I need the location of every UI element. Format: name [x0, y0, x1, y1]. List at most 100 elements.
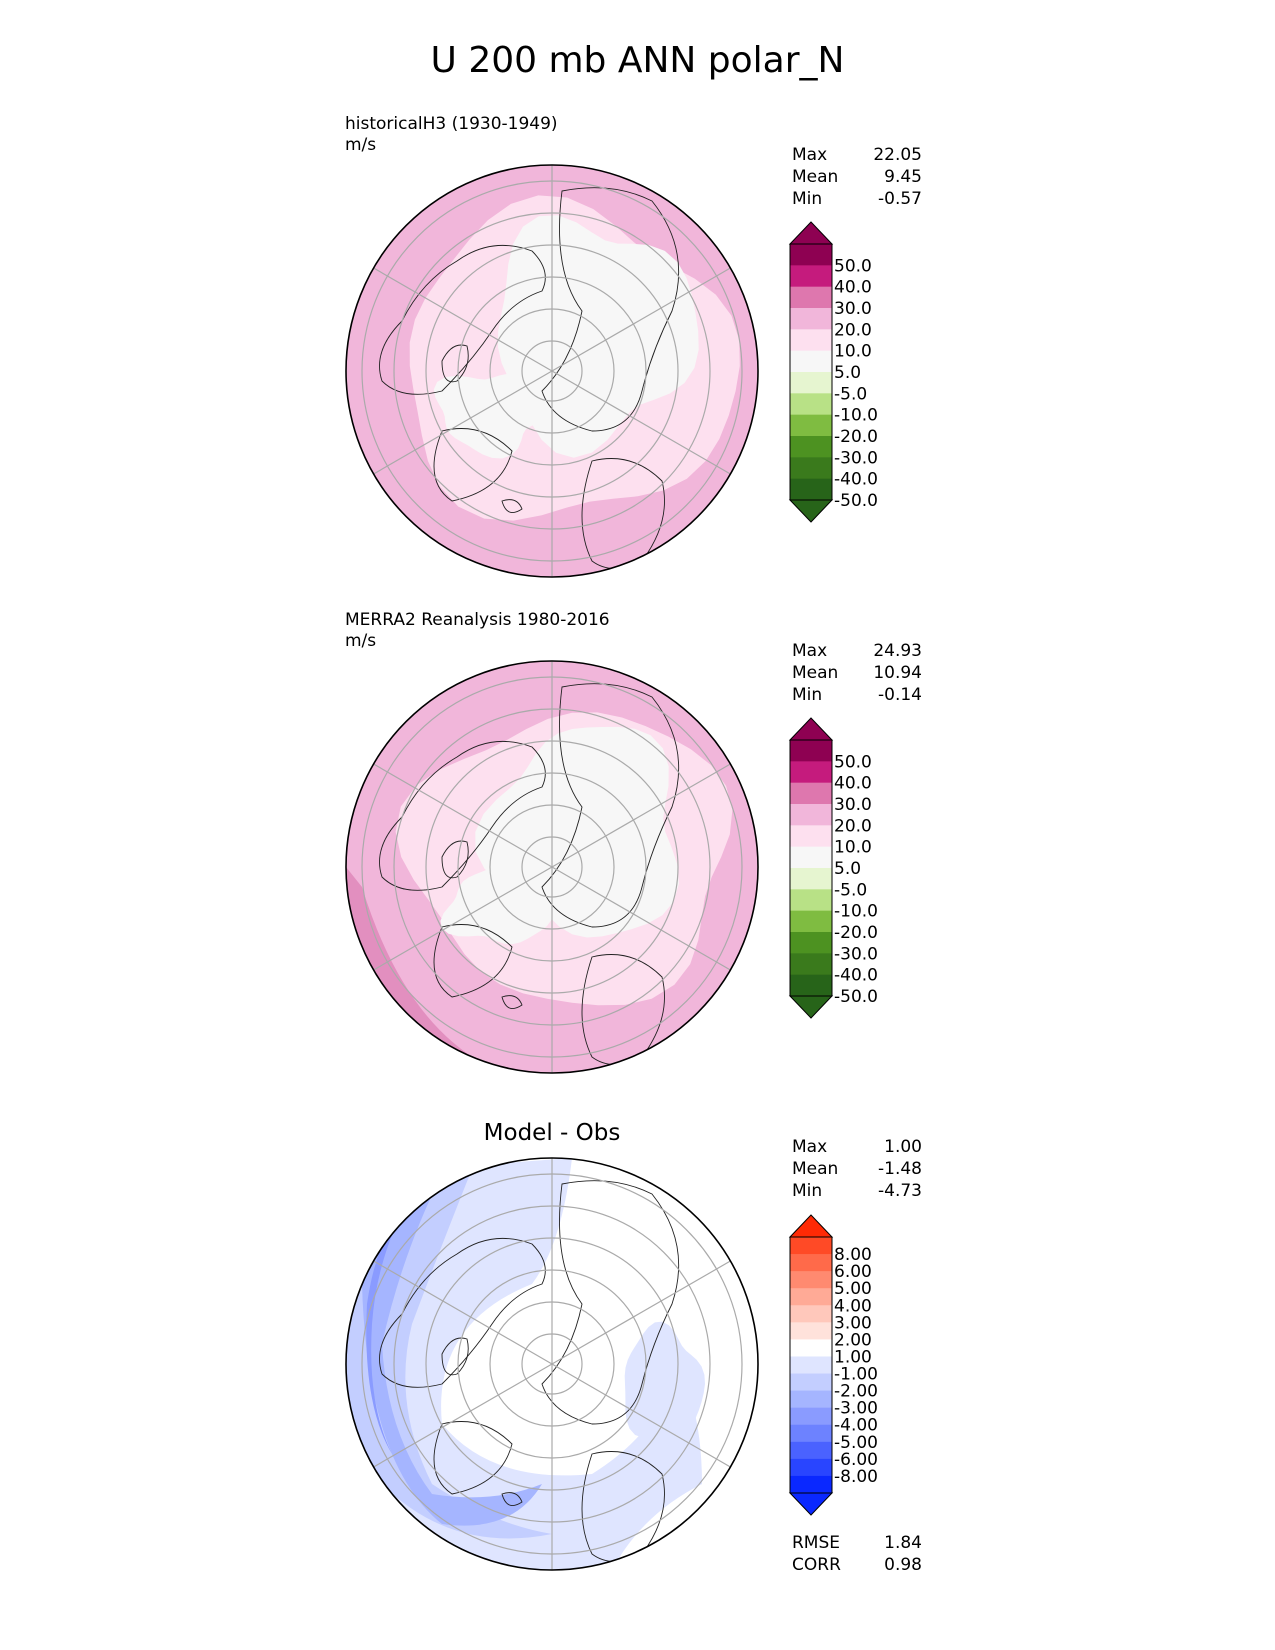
colorbar-segment [790, 265, 832, 288]
colorbar-over-arrow [788, 717, 834, 741]
colorbar-frame [789, 1236, 833, 1494]
map-field [346, 1158, 758, 1570]
colorbar-frame [789, 739, 833, 997]
stat-value: 24.93 [873, 641, 922, 661]
colorbar-tick-label: -40.0 [834, 470, 878, 490]
meridian-line [551, 1260, 731, 1365]
stat-name: Max [792, 641, 828, 661]
panel-3-polar-map [345, 1157, 759, 1571]
map-boundary [345, 660, 759, 1074]
colorbar-tick-label: -20.0 [834, 923, 878, 943]
stat-value: -0.14 [878, 685, 922, 705]
meridian-line [373, 763, 553, 868]
coastline [501, 1492, 523, 1507]
colorbar-tick-label: 40.0 [834, 278, 872, 298]
colorbar-segment [790, 308, 832, 330]
colorbar-segment [790, 1254, 832, 1272]
colorbar-tick-label: 4.00 [834, 1296, 872, 1316]
colorbar-tick-label: -5.0 [834, 880, 867, 900]
colorbar-tick-label: -8.00 [834, 1467, 878, 1487]
colorbar-segment [790, 1237, 832, 1255]
colorbar-segment [790, 1424, 832, 1443]
coastline [433, 924, 513, 998]
colorbar-tick-label: 5.0 [834, 363, 861, 383]
colorbar-segment [790, 974, 832, 997]
colorbar-segment [790, 804, 832, 826]
colorbar-segment [790, 414, 832, 437]
colorbar-segment [790, 846, 832, 869]
panel-1-polar-map [345, 164, 759, 578]
colorbar-tick-label: 10.0 [834, 342, 872, 362]
colorbar-under-arrow [788, 995, 834, 1019]
colorbar-segment [790, 1475, 832, 1494]
stat-name: Mean [792, 1159, 839, 1179]
meridian-line [551, 866, 731, 971]
coastline [441, 1337, 469, 1376]
coastline [501, 995, 523, 1010]
stat-value: 10.94 [873, 663, 922, 683]
stat-name: Mean [792, 663, 839, 683]
colorbar-segment [790, 740, 832, 762]
field-contour-region [362, 1174, 542, 1526]
colorbar-tick-label: -6.00 [834, 1450, 878, 1470]
colorbar-segment [790, 868, 832, 890]
stat-name: Max [792, 145, 828, 165]
colorbar-frame [789, 243, 833, 501]
panel-2-label: MERRA2 Reanalysis 1980-2016 m/s [345, 610, 610, 652]
colorbar-segment [790, 478, 832, 501]
colorbar-segment [790, 1322, 832, 1340]
colorbar-tick-label: 3.00 [834, 1313, 872, 1333]
colorbar-segment [790, 1458, 832, 1477]
coastline [433, 428, 513, 502]
coastline [541, 683, 680, 928]
coastline [541, 187, 680, 432]
figure-title: U 200 mb ANN polar_N [430, 40, 845, 81]
colorbar-tick-label: -50.0 [834, 987, 878, 1007]
coastline [501, 499, 523, 514]
colorbar-tick-label: 20.0 [834, 816, 872, 836]
colorbar-over-arrow [788, 1214, 834, 1238]
colorbar-segment [790, 244, 832, 266]
stat-row: Mean 9.45 [792, 166, 922, 188]
panel-2-stats: Max 24.93 Mean 10.94 Min -0.14 [792, 640, 922, 706]
colorbar-tick-label: 20.0 [834, 320, 872, 340]
meridian-line [551, 763, 731, 868]
panel-2-label-line1: MERRA2 Reanalysis 1980-2016 [345, 610, 610, 630]
stat-value: 1.84 [884, 1533, 922, 1553]
stat-row: Min -0.57 [792, 188, 922, 210]
coastline [433, 1421, 513, 1495]
colorbar-tick-label: 50.0 [834, 752, 872, 772]
panel-2-polar-map [345, 660, 759, 1074]
stat-value: 0.98 [884, 1555, 922, 1575]
colorbar-tick-label: -2.00 [834, 1382, 878, 1402]
stat-name: Mean [792, 167, 839, 187]
meridian-line [373, 370, 553, 475]
stat-value: 9.45 [884, 167, 922, 187]
colorbar-segment [790, 1407, 832, 1426]
colorbar-tick-label: -30.0 [834, 448, 878, 468]
colorbar-under-arrow [788, 1492, 834, 1516]
colorbar-segment [790, 932, 832, 954]
field-contour-region [366, 1194, 412, 1454]
stat-value: 1.00 [884, 1137, 922, 1157]
map-field [346, 661, 758, 1073]
colorbar-segment [790, 1390, 832, 1409]
map-boundary [345, 164, 759, 578]
colorbar-tick-label: -1.00 [834, 1365, 878, 1385]
colorbar-over-arrow [788, 221, 834, 245]
meridian-line [373, 267, 553, 372]
panel-3-colorbar: 8.006.005.004.003.002.001.00-1.00-2.00-3… [788, 1214, 878, 1516]
panel-3-extra-stats: RMSE 1.84 CORR 0.98 [792, 1532, 922, 1576]
coastline [441, 344, 469, 383]
colorbar-tick-label: -5.00 [834, 1433, 878, 1453]
stat-name: Max [792, 1137, 828, 1157]
coastline [541, 1180, 680, 1425]
stat-name: Min [792, 189, 823, 209]
colorbar-segment [790, 825, 832, 848]
stat-value: -0.57 [878, 189, 922, 209]
panel-1-label-line2: m/s [345, 135, 377, 155]
colorbar-segment [790, 1373, 832, 1392]
stat-value: -4.73 [878, 1181, 922, 1201]
colorbar-segment [790, 1339, 832, 1357]
panel-1-label-line1: historicalH3 (1930-1949) [345, 114, 558, 134]
